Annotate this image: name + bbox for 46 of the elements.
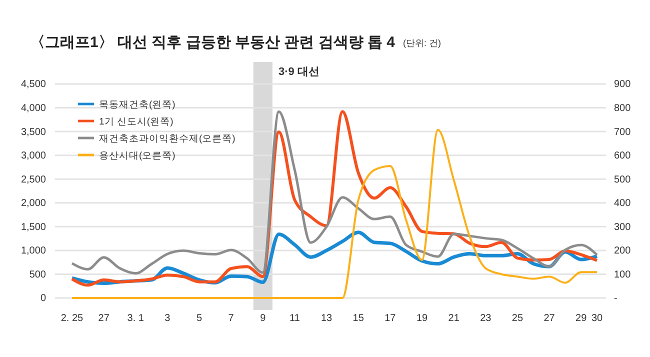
legend-label: 목동재건축(왼쪽) — [99, 100, 176, 110]
y-tick-label: 500 — [29, 269, 46, 280]
y-tick-label: 4,500 — [20, 79, 46, 90]
legend-label: 용산시대(오른쪽) — [99, 150, 176, 162]
x-tick-label: 21 — [448, 313, 460, 324]
y2-tick-label: 100 — [614, 269, 632, 280]
band-label: 3·9 대선 — [278, 66, 320, 78]
x-tick-label: 17 — [384, 313, 396, 324]
y2-tick-label: 600 — [614, 150, 632, 162]
chart-subtitle: (단위: 건) — [403, 38, 442, 48]
x-tick-label: 29 — [576, 313, 588, 324]
x-tick-label: 13 — [320, 313, 333, 324]
y2-tick-label: 300 — [614, 222, 632, 233]
legend-label: 1기 신도시(왼쪽) — [99, 116, 174, 128]
x-tick-label: 3 — [164, 313, 171, 324]
x-tick-label: 11 — [290, 313, 300, 324]
y-tick-label: 1,500 — [20, 222, 46, 233]
y-tick-label: 2,500 — [20, 174, 46, 186]
x-tick-label: 27 — [98, 313, 110, 324]
y2-tick-label: 900 — [614, 79, 632, 90]
x-tick-label: 19 — [416, 313, 428, 324]
line-series — [71, 128, 598, 299]
x-tick-label: 5 — [196, 313, 202, 324]
y2-tick-label: 500 — [614, 174, 632, 186]
legend-label: 재건축초과이익환수제(오른쪽) — [99, 134, 236, 144]
x-tick-label: 23 — [480, 313, 492, 324]
y-tick-label: 0 — [40, 293, 46, 304]
x-tick-label: 15 — [352, 313, 364, 324]
x-tick-label: 9 — [260, 313, 266, 324]
x-tick-label: 27 — [544, 313, 556, 324]
x-tick-label: 25 — [512, 313, 524, 324]
y2-tick-label: - — [614, 293, 618, 304]
y-tick-label: 3,500 — [20, 126, 46, 138]
y2-tick-label: 400 — [614, 198, 632, 210]
chart-title: 〈그래프1〉 대선 직후 급등한 부동산 관련 검색량 톱 4 — [30, 34, 396, 51]
x-tick-label: 3. 1 — [127, 313, 144, 324]
y2-tick-label: 700 — [614, 126, 632, 138]
y2-tick-label: 200 — [614, 246, 632, 257]
x-tick-label: 30 — [591, 313, 603, 324]
y-tick-label: 3,000 — [20, 150, 46, 162]
x-tick-label: 7 — [228, 313, 234, 324]
x-tick-label: 2. 25 — [60, 313, 84, 324]
y-tick-label: 2,000 — [20, 198, 46, 210]
y-tick-label: 1,000 — [20, 246, 46, 257]
y-tick-label: 4,000 — [20, 102, 46, 114]
y2-tick-label: 800 — [614, 102, 632, 114]
